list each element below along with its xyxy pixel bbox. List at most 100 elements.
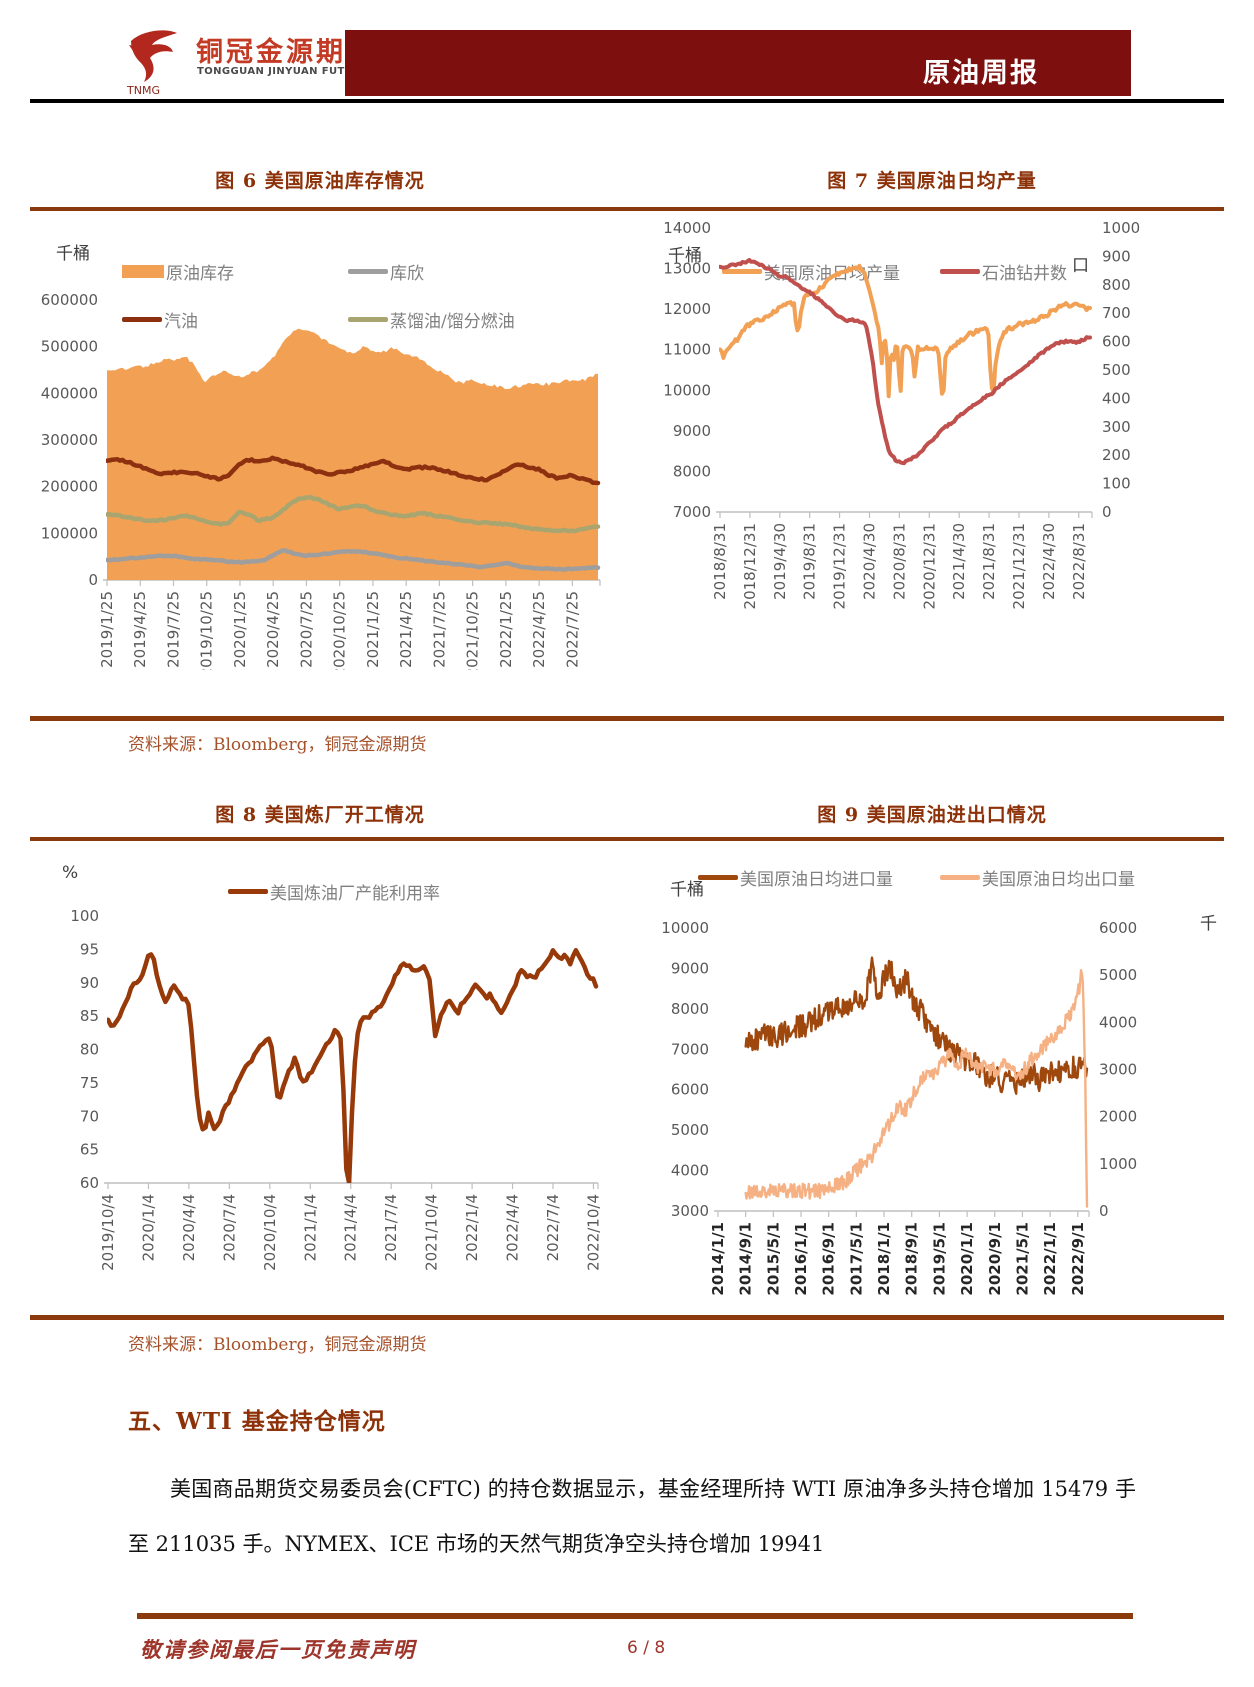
footer-rule <box>137 1613 1133 1619</box>
svg-text:3000: 3000 <box>1099 1061 1137 1079</box>
svg-text:2022/8/31: 2022/8/31 <box>1070 523 1088 600</box>
svg-text:2022/4/4: 2022/4/4 <box>504 1194 522 1261</box>
chart9-left-unit: 千桶 <box>670 880 704 900</box>
source-row1-rule <box>30 716 1224 721</box>
footer-page-number: 6 / 8 <box>627 1638 666 1658</box>
svg-text:2019/5/1: 2019/5/1 <box>930 1222 948 1296</box>
svg-text:12000: 12000 <box>663 300 711 318</box>
svg-text:0: 0 <box>1102 503 1112 521</box>
rig-count-swatch <box>940 269 980 274</box>
svg-text:200: 200 <box>1102 446 1131 464</box>
chart9-legend-exports: 美国原油日均出口量 <box>940 865 1135 890</box>
svg-text:85: 85 <box>80 1007 99 1025</box>
svg-text:2019/7/25: 2019/7/25 <box>164 591 182 668</box>
svg-text:2019/4/30: 2019/4/30 <box>771 523 789 600</box>
svg-text:2016/1/1: 2016/1/1 <box>792 1222 810 1296</box>
svg-text:2014/9/1: 2014/9/1 <box>737 1222 755 1296</box>
svg-text:2018/12/31: 2018/12/31 <box>741 523 759 609</box>
chart8-legend-utilization: 美国炼油厂产能利用率 <box>228 879 440 904</box>
svg-text:5000: 5000 <box>671 1121 709 1139</box>
svg-text:700: 700 <box>1102 304 1131 322</box>
chart6-plot: 2019/1/25 2019/4/25 2019/7/25 2019/10/25 202… <box>41 291 601 670</box>
svg-text:3000: 3000 <box>671 1202 709 1220</box>
us-crude-inventory-chart: 千桶 原油库存 库欣 汽油 蒸馏油/馏分燃油 2019/1/25 2019/4/2… <box>30 215 610 670</box>
svg-text:2022/10/4: 2022/10/4 <box>584 1194 602 1271</box>
logo-bird-icon <box>125 25 187 83</box>
svg-text:1000: 1000 <box>1102 219 1140 237</box>
svg-text:1000: 1000 <box>1099 1155 1137 1173</box>
svg-text:400: 400 <box>1102 389 1131 407</box>
production-swatch <box>722 269 762 274</box>
svg-text:600: 600 <box>1102 333 1131 351</box>
svg-text:400000: 400000 <box>41 384 98 402</box>
utilization-swatch <box>228 889 268 894</box>
svg-text:2015/5/1: 2015/5/1 <box>764 1222 782 1296</box>
svg-text:8000: 8000 <box>673 462 711 480</box>
logo-company-name: 铜冠金源期货 <box>196 37 376 68</box>
source-row2-rule <box>30 1315 1224 1320</box>
svg-text:2014/1/1: 2014/1/1 <box>709 1222 727 1296</box>
figure8-title: 图 8 美国炼厂开工情况 <box>215 804 425 826</box>
imports-swatch <box>698 875 738 880</box>
svg-text:2019/10/25: 2019/10/25 <box>198 591 216 670</box>
svg-text:2020/8/31: 2020/8/31 <box>890 523 908 600</box>
chart6-legend-cushing: 库欣 <box>348 259 424 284</box>
svg-text:2020/1/4: 2020/1/4 <box>139 1194 157 1261</box>
svg-text:6000: 6000 <box>671 1081 709 1099</box>
crude-inventory-swatch <box>122 265 164 278</box>
svg-text:60: 60 <box>80 1174 99 1192</box>
figure-row1-title-rule <box>30 207 1224 211</box>
svg-text:10000: 10000 <box>661 919 709 937</box>
header-banner: 原油周报 <box>345 30 1131 96</box>
svg-text:11000: 11000 <box>663 341 711 359</box>
svg-text:2000: 2000 <box>1099 1108 1137 1126</box>
figure6-title: 图 6 美国原油库存情况 <box>215 170 425 192</box>
svg-text:2018/8/31: 2018/8/31 <box>711 523 729 600</box>
chart6-legend-distillate: 蒸馏油/馏分燃油 <box>348 307 515 332</box>
svg-text:2022/1/4: 2022/1/4 <box>463 1194 481 1261</box>
svg-text:500000: 500000 <box>41 338 98 356</box>
us-crude-production-chart: 千桶 口 美国原油日均产量 石油钻井数 2018/8/31 2018/12/31 2… <box>640 215 1224 670</box>
chart9-right-unit: 千 <box>1200 914 1217 934</box>
svg-text:2021/12/31: 2021/12/31 <box>1010 523 1028 609</box>
chart6-legend-gasoline: 汽油 <box>122 307 198 332</box>
svg-text:2021/4/4: 2021/4/4 <box>342 1194 360 1261</box>
svg-text:2019/4/25: 2019/4/25 <box>131 591 149 668</box>
svg-text:200000: 200000 <box>41 478 98 496</box>
svg-text:2022/7/25: 2022/7/25 <box>563 591 581 668</box>
svg-text:7000: 7000 <box>671 1040 709 1058</box>
svg-text:2020/1/25: 2020/1/25 <box>231 591 249 668</box>
svg-text:2020/9/1: 2020/9/1 <box>986 1222 1004 1296</box>
svg-text:10000: 10000 <box>663 381 711 399</box>
svg-text:2022/4/25: 2022/4/25 <box>530 591 548 668</box>
svg-text:2020/10/4: 2020/10/4 <box>261 1194 279 1271</box>
svg-text:2019/8/31: 2019/8/31 <box>801 523 819 600</box>
chart6-legend-crude: 原油库存 <box>122 259 234 284</box>
svg-text:2020/4/30: 2020/4/30 <box>860 523 878 600</box>
svg-text:2021/7/4: 2021/7/4 <box>382 1194 400 1261</box>
svg-text:2021/8/31: 2021/8/31 <box>980 523 998 600</box>
svg-text:0: 0 <box>88 571 98 589</box>
svg-text:800: 800 <box>1102 276 1131 294</box>
footer-disclaimer: 敬请参阅最后一页免责声明 <box>140 1637 416 1662</box>
chart9-plot: 2014/1/1 2014/9/1 2015/5/1 2016/1/1 2016/9/1… <box>661 919 1137 1296</box>
section-heading: 五、WTI 基金持仓情况 <box>128 1408 386 1435</box>
svg-text:2022/7/4: 2022/7/4 <box>544 1194 562 1261</box>
source-row1: 资料来源：Bloomberg，铜冠金源期货 <box>128 735 427 755</box>
header-divider <box>30 99 1224 103</box>
svg-text:2020/4/25: 2020/4/25 <box>264 591 282 668</box>
svg-text:8000: 8000 <box>671 1000 709 1018</box>
svg-text:2019/10/4: 2019/10/4 <box>99 1194 117 1271</box>
svg-text:4000: 4000 <box>1099 1013 1137 1031</box>
svg-text:2020/10/25: 2020/10/25 <box>331 591 349 670</box>
svg-text:4000: 4000 <box>671 1162 709 1180</box>
svg-text:9000: 9000 <box>671 959 709 977</box>
svg-text:300000: 300000 <box>41 431 98 449</box>
chart7-right-unit: 口 <box>1072 256 1089 276</box>
cushing-swatch <box>348 269 388 274</box>
chart6-left-unit: 千桶 <box>56 244 90 264</box>
svg-text:75: 75 <box>80 1074 99 1092</box>
svg-text:90: 90 <box>80 974 99 992</box>
section-paragraph: 美国商品期货交易委员会(CFTC) 的持仓数据显示，基金经理所持 WTI 原油净… <box>128 1477 1136 1556</box>
